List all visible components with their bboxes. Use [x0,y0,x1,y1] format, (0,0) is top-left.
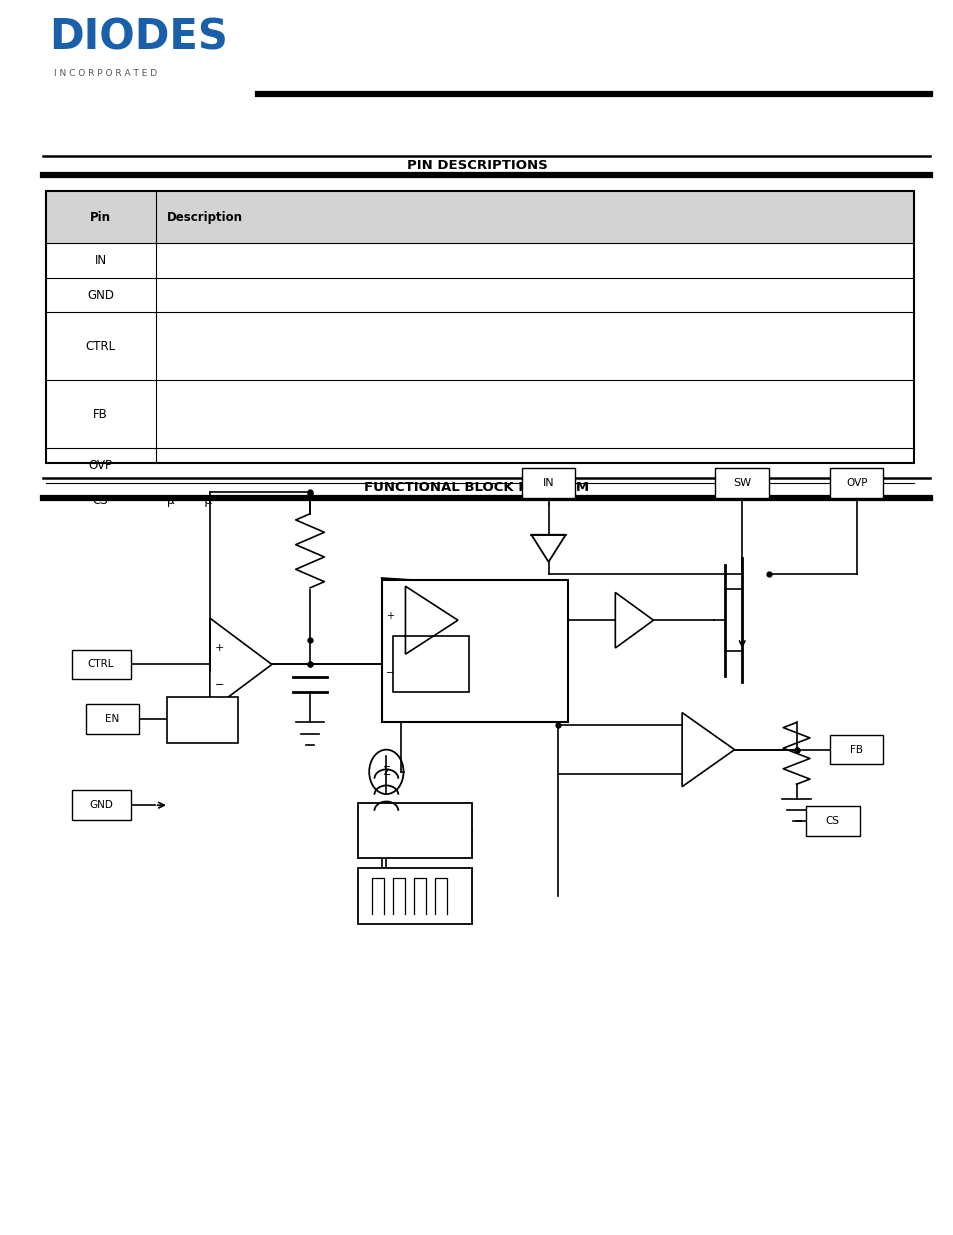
Bar [357,868,472,924]
Bar [381,580,567,722]
Text: −: − [386,668,395,678]
Text: +: + [386,611,394,621]
Bar [71,650,131,679]
Bar [167,697,238,743]
Text: OVP: OVP [89,459,112,472]
Bar [46,191,913,463]
Text: FB: FB [849,745,862,755]
Text: CS: CS [825,816,839,826]
Bar [829,735,882,764]
Text: IN: IN [94,254,107,267]
Bar [86,704,139,734]
Bar [805,806,859,836]
Text: −: − [214,679,224,690]
Text: I N C O R P O R A T E D: I N C O R P O R A T E D [54,69,157,78]
Text: FB: FB [93,408,108,421]
Bar [357,803,472,858]
Text: OVP: OVP [845,478,866,488]
Text: SW: SW [733,478,750,488]
Text: Description: Description [167,211,243,224]
Text: CS: CS [92,494,109,508]
Text: Pin: Pin [90,211,112,224]
Text: GND: GND [89,800,113,810]
Text: GND: GND [87,289,114,301]
Bar [393,636,469,692]
Text: CTRL: CTRL [86,340,115,353]
Text: Σ: Σ [382,766,390,778]
Bar [71,790,131,820]
Bar [521,468,575,498]
Text: EN: EN [106,714,119,724]
Text: +: + [214,642,224,653]
Text: μ        μ: μ μ [167,494,212,508]
Bar [715,468,768,498]
Bar [829,468,882,498]
Text: CTRL: CTRL [88,659,114,669]
Text: DIODES: DIODES [50,16,229,58]
Text: PIN DESCRIPTIONS: PIN DESCRIPTIONS [406,159,547,172]
Text: IN: IN [542,478,554,488]
Bar [46,191,913,243]
Text: FUNCTIONAL BLOCK DIAGRAM: FUNCTIONAL BLOCK DIAGRAM [364,482,589,494]
